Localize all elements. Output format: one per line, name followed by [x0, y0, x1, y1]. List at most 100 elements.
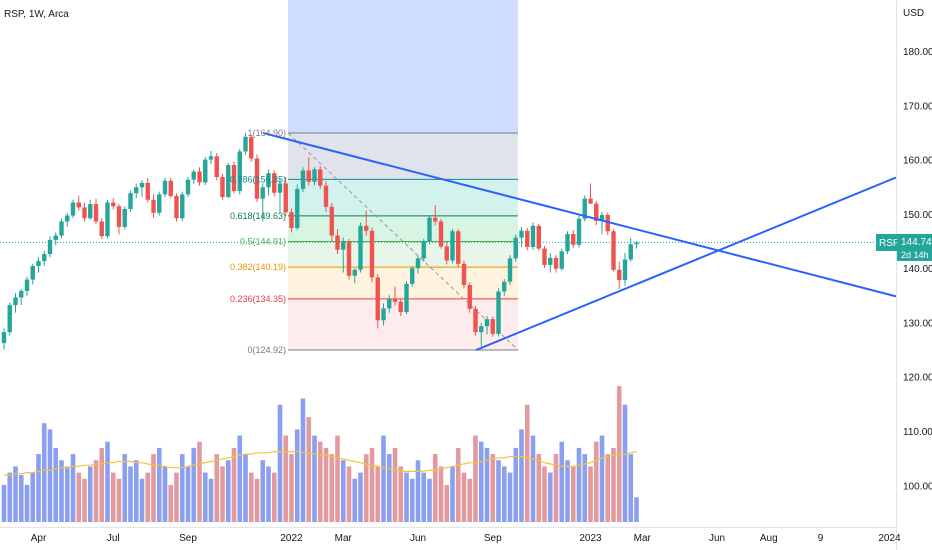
candle-body[interactable]: [226, 165, 231, 198]
candle-body[interactable]: [415, 258, 421, 269]
candle-body[interactable]: [525, 230, 530, 247]
candle-body[interactable]: [427, 217, 432, 242]
candle-body[interactable]: [151, 199, 156, 213]
candle-body[interactable]: [231, 165, 237, 192]
candle-body[interactable]: [611, 231, 616, 270]
candle-body[interactable]: [260, 187, 265, 199]
candle-body[interactable]: [565, 233, 570, 252]
candle-body[interactable]: [82, 207, 87, 219]
candle-body[interactable]: [421, 241, 426, 259]
candle-body[interactable]: [387, 298, 392, 309]
candle-body[interactable]: [134, 187, 139, 194]
candle-body[interactable]: [438, 221, 444, 247]
candle-body[interactable]: [254, 158, 260, 199]
candle-body[interactable]: [576, 218, 582, 245]
candle-body[interactable]: [507, 258, 513, 282]
candle-body[interactable]: [13, 297, 18, 306]
candle-body[interactable]: [467, 284, 472, 309]
candle-body[interactable]: [88, 204, 93, 219]
candle-body[interactable]: [300, 170, 306, 189]
candle-body[interactable]: [180, 194, 185, 219]
candle-body[interactable]: [628, 244, 633, 260]
candle-body[interactable]: [323, 185, 329, 207]
candle-body[interactable]: [599, 214, 605, 221]
candle-body[interactable]: [266, 173, 271, 188]
candle-body[interactable]: [306, 170, 311, 182]
candle-body[interactable]: [450, 231, 455, 261]
candle-body[interactable]: [329, 206, 334, 236]
candle-body[interactable]: [352, 269, 357, 276]
candle-body[interactable]: [105, 202, 110, 237]
candle-body[interactable]: [59, 221, 64, 236]
candle-body[interactable]: [571, 233, 576, 245]
candle-body[interactable]: [139, 182, 145, 188]
trendline-upper-resistance[interactable]: [263, 132, 897, 298]
candle-body[interactable]: [145, 182, 150, 200]
candle-body[interactable]: [456, 231, 461, 264]
candle-body[interactable]: [295, 188, 300, 228]
candle-body[interactable]: [128, 193, 133, 209]
candle-body[interactable]: [634, 242, 639, 245]
candle-body[interactable]: [553, 257, 559, 269]
candle-body[interactable]: [542, 248, 547, 265]
candle-body[interactable]: [617, 269, 622, 281]
candle-body[interactable]: [358, 225, 363, 270]
candle-body[interactable]: [283, 183, 288, 213]
candle-body[interactable]: [214, 156, 219, 177]
candle-body[interactable]: [19, 290, 24, 298]
candle-body[interactable]: [168, 180, 173, 196]
candle-body[interactable]: [392, 298, 398, 302]
candle-body[interactable]: [473, 308, 478, 333]
candle-body[interactable]: [203, 159, 208, 183]
candle-body[interactable]: [208, 156, 214, 160]
candle-body[interactable]: [53, 235, 58, 240]
candle-body[interactable]: [404, 283, 409, 313]
candle-body[interactable]: [249, 136, 254, 159]
candle-body[interactable]: [93, 204, 99, 222]
candle-body[interactable]: [369, 230, 375, 278]
candle-body[interactable]: [513, 237, 518, 259]
candle-body[interactable]: [519, 230, 524, 238]
candle-body[interactable]: [375, 277, 380, 321]
candle-body[interactable]: [381, 308, 386, 321]
trendline-lower-support[interactable]: [475, 176, 897, 352]
candle-body[interactable]: [111, 202, 116, 207]
candle-body[interactable]: [548, 257, 553, 265]
candle-body[interactable]: [318, 169, 323, 186]
candle-body[interactable]: [364, 225, 369, 231]
candle-body[interactable]: [496, 291, 501, 334]
candle-body[interactable]: [410, 268, 415, 284]
candle-body[interactable]: [444, 246, 449, 261]
candle-body[interactable]: [536, 225, 541, 249]
candle-body[interactable]: [70, 202, 76, 216]
candle-body[interactable]: [479, 326, 484, 333]
candle-body[interactable]: [588, 198, 593, 204]
candle-body[interactable]: [237, 151, 242, 192]
candle-body[interactable]: [559, 251, 564, 269]
candle-body[interactable]: [461, 263, 467, 285]
candle-body[interactable]: [116, 206, 122, 227]
candle-body[interactable]: [76, 202, 81, 208]
candle-body[interactable]: [335, 235, 340, 250]
candle-body[interactable]: [7, 305, 12, 333]
candle-body[interactable]: [24, 279, 30, 291]
candle-body[interactable]: [99, 221, 104, 237]
candle-body[interactable]: [220, 176, 225, 198]
candle-body[interactable]: [157, 194, 162, 213]
candle-body[interactable]: [346, 242, 352, 276]
candle-body[interactable]: [594, 203, 599, 221]
candle-body[interactable]: [289, 212, 294, 228]
candle-body[interactable]: [530, 225, 536, 247]
candle-body[interactable]: [47, 239, 53, 255]
candle-body[interactable]: [1, 332, 7, 344]
candle-body[interactable]: [30, 265, 35, 280]
candle-body[interactable]: [484, 319, 490, 327]
candle-body[interactable]: [312, 169, 317, 182]
candle-body[interactable]: [433, 217, 438, 222]
candle-body[interactable]: [122, 208, 127, 227]
candle-body[interactable]: [243, 136, 248, 152]
candle-body[interactable]: [162, 180, 168, 195]
candle-body[interactable]: [36, 261, 41, 266]
candle-body[interactable]: [65, 215, 70, 222]
candle-body[interactable]: [605, 214, 610, 232]
